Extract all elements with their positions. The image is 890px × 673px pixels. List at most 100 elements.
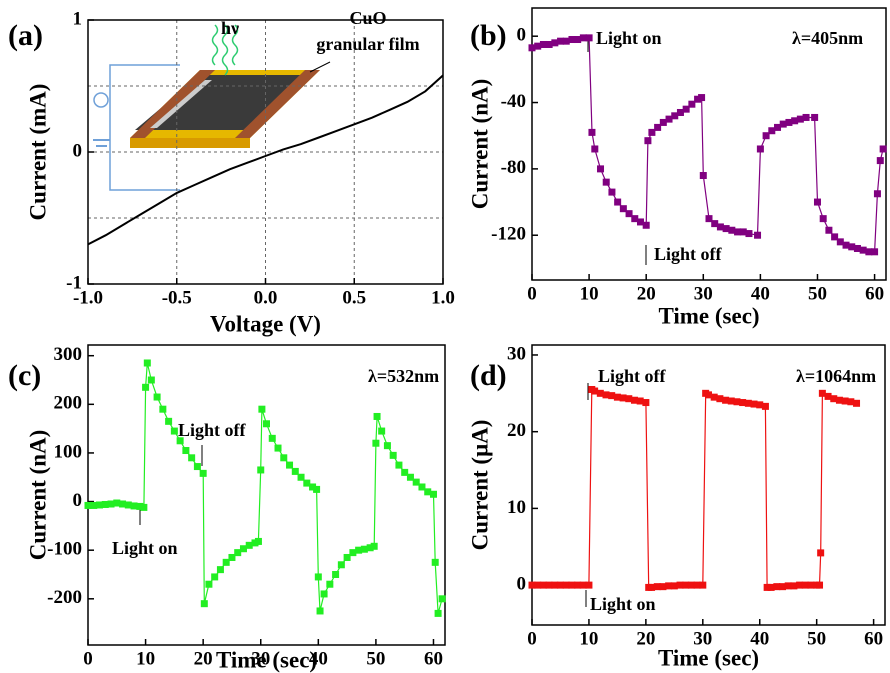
data-point — [143, 359, 151, 367]
y-tick-label: -1 — [66, 272, 82, 293]
data-point — [349, 549, 357, 557]
data-point — [756, 401, 764, 409]
data-point — [705, 391, 712, 399]
data-line — [87, 74, 444, 246]
x-axis-title: Time (sec) — [216, 647, 317, 672]
data-point — [579, 34, 587, 42]
data-point — [562, 581, 570, 589]
data-point — [313, 485, 321, 493]
data-point — [631, 215, 639, 223]
data-point — [699, 172, 707, 180]
data-point — [602, 178, 610, 186]
data-point — [438, 595, 446, 603]
data-point — [619, 205, 627, 213]
plot-frame — [531, 7, 887, 281]
x-tick-label: 20 — [637, 283, 656, 304]
data-point — [727, 397, 735, 405]
x-tick-label: 50 — [808, 283, 827, 304]
data-point — [784, 582, 792, 590]
data-point — [291, 467, 299, 475]
y-tick-label: 300 — [54, 344, 83, 365]
x-tick-label: 30 — [693, 628, 712, 649]
data-point — [659, 583, 667, 591]
y-axis-title: Current (mA) — [25, 84, 50, 221]
y-axis-title: Current (nA) — [467, 79, 492, 210]
data-point — [280, 454, 288, 462]
data-point — [619, 394, 627, 402]
x-tick-label: 10 — [580, 283, 599, 304]
data-point — [159, 405, 167, 413]
data-point — [716, 395, 724, 403]
data-point — [124, 501, 132, 509]
data-point — [332, 570, 340, 578]
data-point — [585, 34, 593, 42]
data-point — [614, 198, 622, 206]
x-tick-label: 20 — [194, 648, 213, 669]
data-point — [130, 502, 138, 510]
data-point — [773, 583, 781, 591]
data-point — [140, 503, 148, 511]
data-line — [88, 362, 443, 614]
data-line — [532, 388, 857, 588]
data-point — [165, 417, 173, 425]
data-point — [528, 581, 536, 589]
data-point — [142, 383, 150, 391]
data-point — [188, 454, 196, 462]
data-point — [534, 42, 542, 50]
data-point — [153, 393, 161, 401]
data-point — [791, 117, 799, 125]
x-tick-label: 0 — [527, 283, 537, 304]
data-point — [383, 442, 391, 450]
data-point — [597, 165, 605, 173]
data-point — [716, 223, 724, 231]
y-tick-label: 10 — [507, 497, 526, 518]
data-point — [676, 108, 684, 116]
data-point — [625, 395, 633, 403]
data-point — [830, 395, 838, 403]
data-point — [682, 581, 690, 589]
data-point — [801, 581, 809, 589]
data-point — [136, 502, 144, 510]
data-point — [665, 582, 673, 590]
data-point — [613, 393, 621, 401]
data-point — [355, 546, 363, 554]
data-point — [653, 583, 661, 591]
x-tick-label: 1.0 — [431, 287, 455, 308]
data-point — [630, 396, 638, 404]
panel: 0 10 20 30 40 50 60 -120 -80 -40 0 Time (sec) Curren… — [467, 7, 887, 328]
data-point — [556, 581, 564, 589]
data-point — [819, 215, 827, 223]
data-point — [545, 581, 553, 589]
data-point — [831, 233, 839, 241]
x-tick-label: 60 — [865, 283, 884, 304]
x-tick-label: 60 — [864, 628, 883, 649]
x-tick-label: 50 — [807, 628, 826, 649]
data-point — [431, 558, 439, 566]
data-point — [671, 112, 679, 120]
x-tick-label: 0.5 — [342, 287, 366, 308]
y-tick-label: 20 — [507, 420, 526, 441]
data-point — [625, 210, 633, 218]
data-point — [688, 100, 696, 108]
data-point — [608, 392, 616, 400]
data-point — [401, 468, 409, 476]
data-point — [739, 228, 747, 236]
data-point — [539, 581, 547, 589]
data-point — [574, 36, 582, 44]
data-point — [744, 399, 752, 407]
x-tick-label: 30 — [694, 283, 713, 304]
data-point — [239, 545, 247, 553]
y-tick-label: 0 — [73, 140, 83, 161]
data-point — [835, 396, 843, 404]
data-point — [176, 437, 184, 445]
data-point — [216, 566, 224, 574]
x-axis-title: Time (sec) — [658, 645, 759, 670]
data-point — [326, 580, 334, 588]
data-point — [693, 581, 701, 589]
data-point — [545, 40, 553, 48]
data-point — [790, 582, 798, 590]
data-point — [182, 447, 190, 455]
data-point — [360, 545, 368, 553]
data-point — [268, 434, 276, 442]
